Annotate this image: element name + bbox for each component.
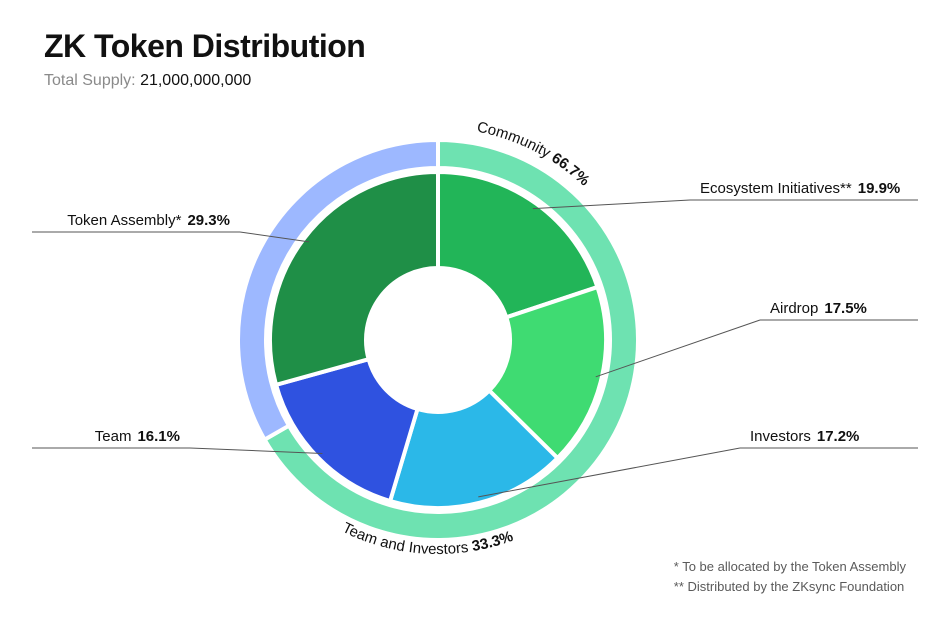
slice-label-name-team: Team [95,428,132,445]
slice-label-name-investors: Investors [750,428,811,445]
slice-label-pct-team: 16.1% [137,428,180,445]
slice-label-pct-investors: 17.2% [817,428,860,445]
slice-label-pct-airdrop: 17.5% [824,300,867,317]
slice-label-pct-ecosystem: 19.9% [858,180,901,197]
footnote-2: ** Distributed by the ZKsync Foundation [674,577,906,597]
slice-label-name-assembly: Token Assembly* [67,212,181,229]
slice-label-investors: Investors 17.2% [750,428,859,445]
slice-label-name-airdrop: Airdrop [770,300,818,317]
slice-label-airdrop: Airdrop 17.5% [770,300,867,317]
slice-label-assembly: Token Assembly* 29.3% [67,212,230,229]
footnotes: * To be allocated by the Token Assembly … [674,557,906,596]
slice-label-team: Team 16.1% [95,428,180,445]
slice-label-pct-assembly: 29.3% [187,212,230,229]
slice-label-ecosystem: Ecosystem Initiatives** 19.9% [700,180,900,197]
footnote-1: * To be allocated by the Token Assembly [674,557,906,577]
slice-label-name-ecosystem: Ecosystem Initiatives** [700,180,852,197]
